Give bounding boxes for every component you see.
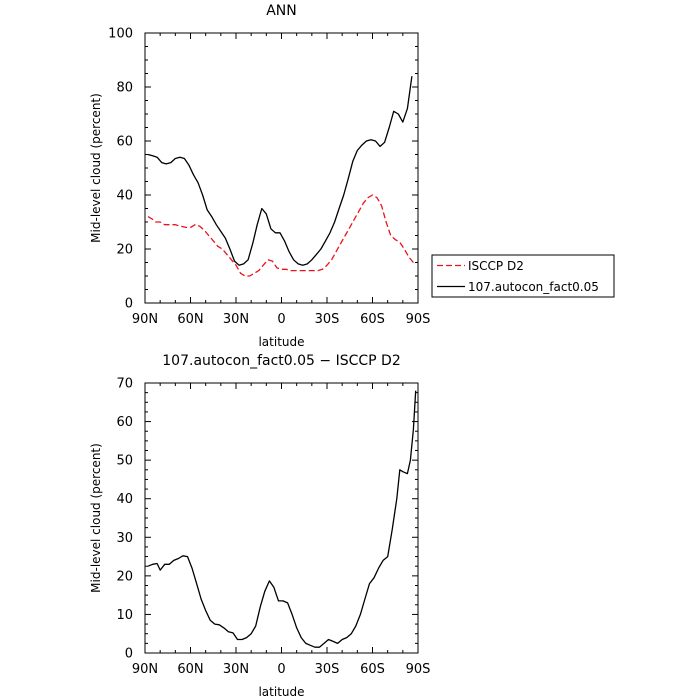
panel-top-chart: ANN 90N 60N 30N 0 30S 60S 90S 0 20 40 60 80 100 latitu… — [89, 3, 430, 349]
chart-title: ANN — [266, 3, 297, 19]
series-line-1 — [147, 76, 413, 266]
y-tick-label: 20 — [116, 243, 133, 258]
y-tick-label: 10 — [116, 608, 133, 623]
x-tick-label: 30S — [315, 662, 340, 677]
x-tick-label: 90S — [406, 662, 431, 677]
y-tick-label: 20 — [116, 569, 133, 584]
x-tick-label: 30N — [223, 312, 249, 327]
x-tick-label: 90S — [406, 312, 431, 327]
x-tick-label: 60N — [177, 662, 203, 677]
legend: ISCCP D2 107.autocon_fact0.05 — [431, 254, 615, 298]
y-tick-label: 0 — [125, 297, 133, 312]
legend-entry-label: 107.autocon_fact0.05 — [468, 280, 599, 294]
x-tick-label: 90N — [132, 312, 158, 327]
y-tick-label: 80 — [116, 81, 133, 96]
y-tick-label: 40 — [116, 492, 133, 507]
x-tick-label: 30N — [223, 662, 249, 677]
chart-title: 107.autocon_fact0.05 − ISCCP D2 — [162, 353, 400, 369]
x-tick-label: 0 — [277, 312, 285, 327]
y-tick-label: 60 — [116, 415, 133, 430]
x-tick-label: 30S — [315, 312, 340, 327]
y-tick-label: 70 — [116, 377, 133, 392]
legend-entry-label: ISCCP D2 — [468, 259, 524, 273]
plot-frame — [144, 382, 419, 654]
y-tick-label: 60 — [116, 135, 133, 150]
y-tick-label: 40 — [116, 189, 133, 204]
legend-box — [431, 254, 615, 298]
plot-frame — [144, 32, 419, 304]
y-tick-label: 0 — [125, 647, 133, 662]
y-tick-label: 100 — [108, 27, 133, 42]
panel-bottom-chart: 107.autocon_fact0.05 − ISCCP D2 90N 60N 30N… — [89, 353, 430, 699]
x-axis-label: latitude — [258, 335, 304, 349]
y-axis-label: Mid-level cloud (percent) — [89, 93, 103, 243]
series-line-0 — [147, 390, 417, 648]
x-tick-label: 60N — [177, 312, 203, 327]
series-line-0 — [147, 194, 414, 277]
y-axis-label: Mid-level cloud (percent) — [89, 443, 103, 593]
x-tick-label: 60S — [360, 312, 385, 327]
x-axis-label: latitude — [258, 685, 304, 699]
x-tick-label: 60S — [360, 662, 385, 677]
x-tick-label: 90N — [132, 662, 158, 677]
y-tick-label: 50 — [116, 454, 133, 469]
x-tick-label: 0 — [277, 662, 285, 677]
y-tick-label: 30 — [116, 531, 133, 546]
